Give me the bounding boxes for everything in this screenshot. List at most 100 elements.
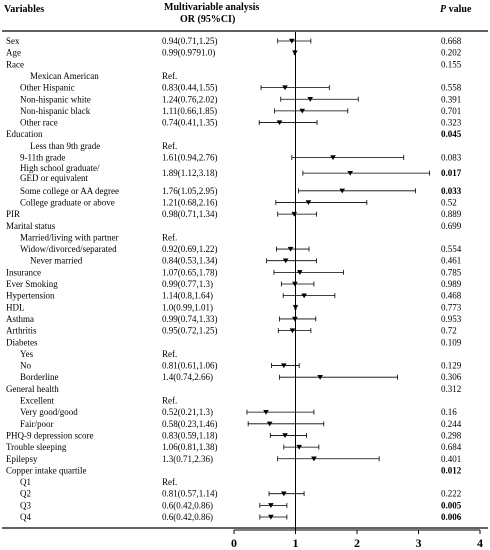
row-34-label: Trouble sleeping <box>6 442 67 452</box>
row-33-or-text: 0.83(0.59,1.18) <box>162 430 218 440</box>
row-34-or-text: 1.06(0.81,1.38) <box>162 442 218 452</box>
row-31-p-value: 0.16 <box>441 407 457 417</box>
row-38-or-marker <box>281 491 287 497</box>
header-analysis-line1: Multivariable analysis <box>164 2 259 13</box>
x-tick-label-4: 4 <box>477 536 483 550</box>
row-14-p-value: 0.889 <box>441 209 462 219</box>
row-18-label: Never married <box>30 256 83 266</box>
row-9-label: Less than 9th grade <box>30 141 100 151</box>
row-24-label: Arthritis <box>6 326 37 336</box>
x-tick-label-2: 2 <box>354 536 360 550</box>
row-23-p-value: 0.953 <box>441 314 462 324</box>
row-21-p-value: 0.468 <box>441 291 462 301</box>
x-tick-label-0: 0 <box>231 536 237 550</box>
row-35-label: Epilepsy <box>6 454 38 464</box>
row-24-or-text: 0.95(0.72,1.25) <box>162 326 218 336</box>
row-11-or-text: 1.89(1.12,3.18) <box>162 168 218 178</box>
row-34-p-value: 0.684 <box>441 442 462 452</box>
row-37-label: Q1 <box>20 477 31 487</box>
row-8-p-value: 0.045 <box>441 129 462 139</box>
row-0-p-value: 0.668 <box>441 36 462 46</box>
row-13-or-text: 1.21(0.68,2.16) <box>162 197 218 207</box>
row-13-or-marker <box>305 200 312 206</box>
row-10-or-marker <box>330 155 336 161</box>
row-22-p-value: 0.773 <box>441 302 462 312</box>
row-38-label: Q2 <box>20 489 31 499</box>
row-5-or-marker <box>307 97 314 102</box>
plot-area: 0 1 2 3 4 <box>2 32 488 550</box>
header-analysis-line2: OR (95%CI) <box>180 14 235 25</box>
row-16-or-text: Ref. <box>162 232 177 242</box>
row-1-label: Age <box>6 48 21 58</box>
row-18-p-value: 0.461 <box>441 256 461 266</box>
row-22-or-text: 1.0(0.99,1.01) <box>162 302 213 312</box>
row-14-or-text: 0.98(0.71,1.34) <box>162 209 218 219</box>
row-1-p-value: 0.202 <box>441 48 461 58</box>
row-2-p-value: 0.155 <box>441 59 462 69</box>
row-7-or-marker <box>276 120 283 126</box>
row-23-or-text: 0.99(0.74,1.33) <box>162 314 218 324</box>
row-26-label: Yes <box>20 349 34 359</box>
row-20-or-text: 0.99(0.77,1.3) <box>162 279 213 289</box>
header-p-rest: value <box>446 4 472 15</box>
row-12-or-text: 1.76(1.05,2.95) <box>162 186 218 196</box>
header-p-italic: P <box>440 4 447 15</box>
header-variables: Variables <box>4 4 44 15</box>
row-11-label: High school graduate/ <box>20 163 100 173</box>
row-32-or-marker <box>266 421 273 427</box>
row-17-or-text: 0.92(0.69,1.22) <box>162 244 218 254</box>
row-31-or-text: 0.52(0.21,1.3) <box>162 407 213 417</box>
row-18-or-marker <box>282 258 289 264</box>
row-15-label: Marital status <box>6 221 56 231</box>
row-28-or-text: 1.4(0.74,2.66) <box>162 372 213 382</box>
row-14-label: PIR <box>6 209 20 219</box>
row-20-p-value: 0.989 <box>441 279 462 289</box>
row-5-label: Non-hispanic white <box>20 94 91 104</box>
row-22-label: HDL <box>6 302 25 312</box>
row-25-p-value: 0.109 <box>441 337 462 347</box>
row-28-or-marker <box>317 375 323 380</box>
row-34-or-marker <box>296 444 302 450</box>
row-21-label: Hypertension <box>6 291 55 301</box>
row-27-or-marker <box>281 363 287 369</box>
row-10-label: 9-11th grade <box>20 153 65 163</box>
row-28-p-value: 0.306 <box>441 372 462 382</box>
row-23-or-marker <box>292 316 298 322</box>
row-39-p-value: 0.005 <box>441 500 462 510</box>
row-11-or-marker <box>347 170 354 176</box>
row-21-or-marker <box>301 293 307 299</box>
row-4-label: Other Hispanic <box>20 83 75 93</box>
row-9-or-text: Ref. <box>162 141 177 151</box>
row-0-or-text: 0.94(0.71,1.25) <box>162 36 218 46</box>
row-36-label: Copper intake quartile <box>6 465 86 475</box>
row-11-p-value: 0.017 <box>441 168 462 178</box>
row-6-p-value: 0.701 <box>441 106 461 116</box>
row-19-or-text: 1.07(0.65,1.78) <box>162 267 218 277</box>
row-20-or-marker <box>292 281 298 287</box>
row-31-or-marker <box>263 409 269 415</box>
row-29-label: General health <box>6 384 59 394</box>
row-19-or-marker <box>297 270 303 275</box>
row-7-or-text: 0.74(0.41,1.35) <box>162 118 218 128</box>
row-35-p-value: 0.401 <box>441 454 461 464</box>
row-20-label: Ever Smoking <box>6 279 58 289</box>
row-6-or-text: 1.11(0.66,1.85) <box>162 106 217 116</box>
row-27-p-value: 0.129 <box>441 361 462 371</box>
row-38-or-text: 0.81(0.57,1.14) <box>162 489 218 499</box>
row-5-or-text: 1.24(0.76,2.02) <box>162 94 218 104</box>
row-40-label: Q4 <box>20 512 31 522</box>
row-12-label: Some college or AA degree <box>20 186 119 196</box>
row-23-label: Asthma <box>6 314 34 324</box>
row-38-p-value: 0.222 <box>441 489 461 499</box>
row-2-label: Race <box>6 59 24 69</box>
row-7-p-value: 0.323 <box>441 118 462 128</box>
row-7-label: Other race <box>20 118 58 128</box>
row-33-p-value: 0.298 <box>441 430 462 440</box>
row-12-or-marker <box>339 188 346 194</box>
row-16-label: Married/living with partner <box>20 232 118 242</box>
row-39-or-marker <box>268 503 274 508</box>
row-30-label: Excellent <box>20 396 54 406</box>
row-24-or-marker <box>289 328 296 334</box>
row-17-or-marker <box>287 246 294 252</box>
